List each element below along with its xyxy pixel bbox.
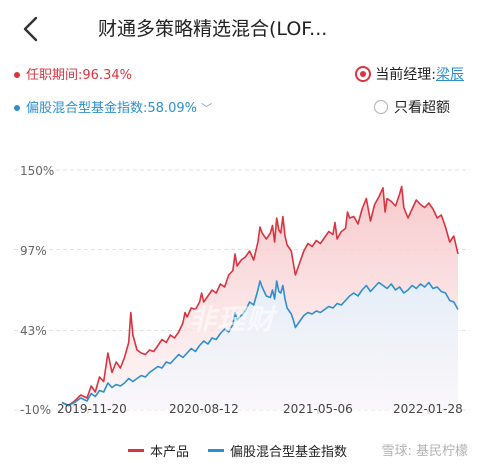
excess-only-label: 只看超额 <box>394 100 450 116</box>
footer-watermark: 雪球: 基民柠檬 <box>381 444 468 459</box>
chart-watermark: 非理财 <box>188 303 276 336</box>
top-bar: 财通多策略精选混合(LOF... <box>0 0 480 60</box>
y-tick-label: 97% <box>20 244 47 258</box>
radio-selected-icon[interactable] <box>355 66 372 82</box>
y-tick-label: 43% <box>20 324 47 338</box>
x-tick-label: 2022-01-28 <box>393 402 463 416</box>
back-arrow-icon[interactable] <box>14 12 48 46</box>
y-tick-label: 150% <box>20 164 55 178</box>
legend-label-index: 偏股混合型基金指数 <box>230 445 348 460</box>
x-tick-label: 2021-05-06 <box>283 402 353 416</box>
red-dot-icon <box>14 71 20 78</box>
manager-name-link[interactable]: 梁辰 <box>436 67 464 83</box>
radio-unselected-icon[interactable] <box>374 100 388 114</box>
x-tick-label: 2019-11-20 <box>57 402 127 416</box>
index-return[interactable]: 偏股混合型基金指数:58.09% ﹀ <box>14 97 212 116</box>
manager-label: 当前经理: <box>375 67 436 83</box>
product-series-line <box>61 185 459 407</box>
legend-label-product: 本产品 <box>150 445 190 460</box>
index-area-fill <box>62 281 458 410</box>
tenure-value: 96.34% <box>82 68 132 83</box>
legend-swatch-red <box>128 449 144 452</box>
chevron-down-icon[interactable]: ﹀ <box>200 102 212 115</box>
tenure-return: 任职期间:96.34% <box>14 64 132 83</box>
legend-swatch-blue <box>208 449 224 452</box>
y-tick-label: -10% <box>20 403 52 417</box>
blue-dot-icon <box>14 104 20 111</box>
legend-item-index: 偏股混合型基金指数 <box>208 441 347 460</box>
index-series-line <box>61 280 459 407</box>
page-title: 财通多策略精选混合(LOF... <box>98 18 328 40</box>
legend-item-product: 本产品 <box>128 441 189 460</box>
index-value: 58.09% <box>147 101 197 116</box>
tenure-label: 任职期间: <box>26 68 83 83</box>
excess-only-toggle[interactable]: 只看超额 <box>374 97 450 117</box>
index-label: 偏股混合型基金指数: <box>26 101 148 116</box>
x-tick-label: 2020-08-12 <box>169 402 239 416</box>
current-manager[interactable]: 当前经理:梁辰 <box>355 64 464 84</box>
